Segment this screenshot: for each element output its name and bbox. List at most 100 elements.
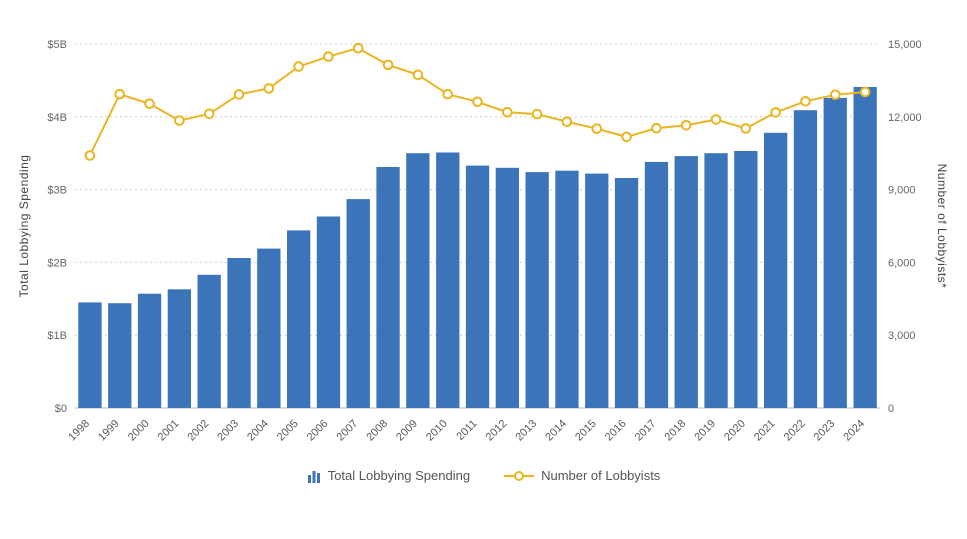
legend-item-lobbyists[interactable]: Number of Lobbyists [504,468,660,483]
line-marker-icon [504,470,535,482]
x-tick-2018: 2018 [663,418,689,444]
bar-2022[interactable] [793,110,818,408]
lobbyists-point-2014[interactable] [561,116,573,127]
lobbyists-point-2005[interactable] [293,61,304,72]
bar-2001[interactable] [167,289,191,408]
bar-2014[interactable] [555,170,579,408]
lobbyists-point-2004[interactable] [263,83,275,94]
lobbyists-point-2013[interactable] [531,108,543,120]
lobbyists-point-2021[interactable] [770,107,781,118]
x-tick-2017: 2017 [633,418,659,444]
lobbyists-point-2024[interactable] [859,86,871,98]
lobbyists-point-2020[interactable] [740,123,752,134]
legend-item-spending[interactable]: Total Lobbying Spending [307,468,470,483]
right-axis-title: Number of Lobbyists* [935,164,949,289]
y-left-tick: $2B [47,257,67,269]
bar-2012[interactable] [495,167,519,408]
x-tick-2008: 2008 [364,418,390,444]
bar-2007[interactable] [346,199,370,408]
x-tick-2004: 2004 [245,418,271,444]
bar-2016[interactable] [614,178,639,408]
x-tick-2012: 2012 [484,418,510,444]
bar-2020[interactable] [734,151,758,408]
x-tick-2020: 2020 [722,418,748,444]
lobbyists-point-1999[interactable] [114,88,125,100]
x-tick-2013: 2013 [513,418,539,444]
lobbyists-point-2022[interactable] [800,96,811,107]
x-tick-2014: 2014 [543,418,569,444]
y-right-tick: 12,000 [888,112,922,124]
y-right-tick: 6,000 [888,257,916,269]
lobbyists-point-2006[interactable] [323,51,334,62]
bar-2015[interactable] [585,173,609,408]
lobbyists-point-2010[interactable] [442,88,454,100]
bar-2009[interactable] [406,153,430,408]
legend-label-lobbyists: Number of Lobbyists [541,468,661,483]
x-tick-2019: 2019 [692,418,718,444]
bar-2010[interactable] [436,152,460,409]
y-right-tick: 3,000 [888,330,916,342]
x-tick-2009: 2009 [394,418,420,444]
bar-2021[interactable] [764,132,788,409]
y-left-tick: $0 [55,403,67,415]
bar-2018[interactable] [674,156,698,408]
bar-2017[interactable] [644,161,669,408]
x-tick-2003: 2003 [215,418,241,444]
bar-2024[interactable] [853,87,877,408]
bar-2013[interactable] [525,172,549,408]
x-tick-2000: 2000 [126,418,152,444]
bar-2008[interactable] [376,167,400,408]
bar-1999[interactable] [108,303,132,408]
lobbyists-point-2017[interactable] [651,122,662,134]
y-right-tick: 0 [888,403,894,415]
y-left-tick: $5B [47,39,67,51]
y-left-tick: $1B [47,330,67,342]
lobbyists-point-2019[interactable] [710,114,722,125]
bar-2003[interactable] [227,258,251,408]
x-tick-2021: 2021 [752,418,778,444]
bar-2002[interactable] [197,274,221,408]
x-tick-2023: 2023 [812,418,838,444]
lobbyists-point-2002[interactable] [203,108,215,120]
lobbyists-point-1998[interactable] [84,150,96,161]
chart-legend: Total Lobbying Spending Number of Lobbyi… [0,468,967,483]
lobbyists-point-2009[interactable] [412,69,424,81]
y-left-tick: $4B [47,112,67,124]
bar-2004[interactable] [257,248,281,408]
x-tick-2010: 2010 [424,418,450,444]
bar-2000[interactable] [137,293,162,408]
y-left-tick: $3B [47,185,67,197]
bar-2006[interactable] [316,216,341,409]
lobbyists-point-2008[interactable] [382,59,394,71]
bar-2019[interactable] [704,153,728,408]
chart-canvas: $0 0 $1B 3,000 $2B 6,000 $3B 9,000 $4B 12,000 $5B 1… [17,39,949,444]
bar-2023[interactable] [823,97,847,409]
bar-chart-icon [307,469,321,483]
bar-2011[interactable] [465,165,490,408]
lobbyists-point-2011[interactable] [472,96,483,108]
lobbyists-point-2016[interactable] [621,131,632,143]
lobbyists-point-2012[interactable] [502,106,513,118]
x-tick-1999: 1999 [96,418,122,444]
lobbyists-point-2023[interactable] [830,89,841,100]
legend-label-spending: Total Lobbying Spending [327,468,471,483]
x-tick-2006: 2006 [305,418,331,444]
x-tick-1998: 1998 [66,418,92,444]
lobbyists-point-2001[interactable] [174,115,185,126]
lobbyists-point-2000[interactable] [144,98,155,109]
x-tick-2015: 2015 [573,418,599,444]
y-right-tick: 15,000 [888,39,922,51]
y-right-tick: 9,000 [888,185,916,197]
x-tick-2005: 2005 [275,418,301,444]
x-tick-2024: 2024 [841,418,867,444]
x-tick-2016: 2016 [603,418,629,444]
x-tick-2001: 2001 [156,418,182,444]
lobbyists-point-2015[interactable] [591,123,603,134]
bar-2005[interactable] [287,230,311,408]
lobbying-chart: $0 0 $1B 3,000 $2B 6,000 $3B 9,000 $4B 12,000 $5B 1… [17,39,949,444]
x-tick-2002: 2002 [185,418,211,444]
lobbyists-point-2018[interactable] [680,120,692,131]
bar-1998[interactable] [78,302,102,408]
lobbyists-point-2003[interactable] [233,89,245,100]
lobbyists-point-2007[interactable] [352,42,364,54]
